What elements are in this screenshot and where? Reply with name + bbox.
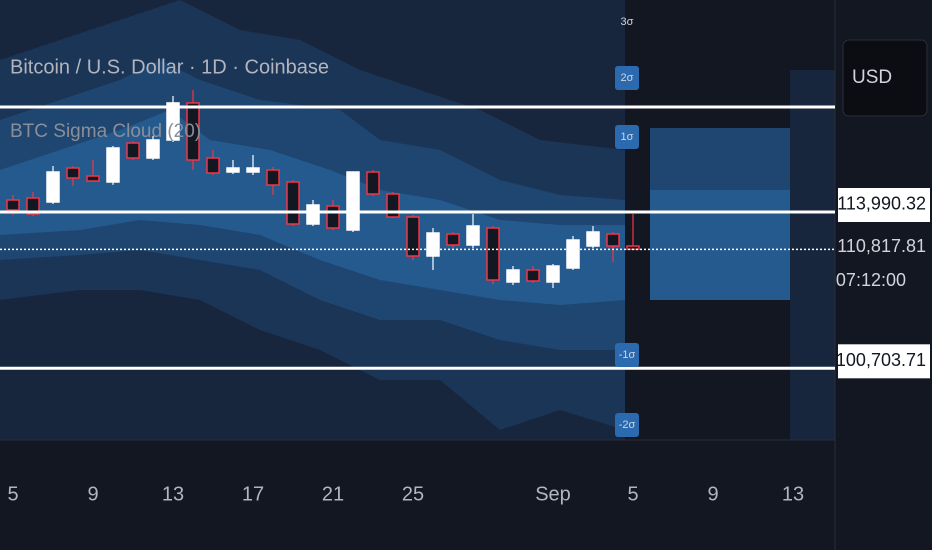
sigma-badge-box — [615, 125, 639, 149]
sigma-badge: 2σ — [615, 66, 639, 90]
candle-body — [126, 142, 140, 159]
x-tick-label: 13 — [162, 483, 184, 505]
x-tick-label: 9 — [87, 483, 98, 505]
sigma-label: 2σ — [621, 72, 634, 84]
candle-body — [526, 269, 540, 282]
x-tick-label: 5 — [7, 483, 18, 505]
candle-body — [386, 193, 400, 218]
candle-body — [446, 233, 460, 246]
candle-body — [546, 265, 560, 283]
x-tick-label: 13 — [782, 483, 804, 505]
price-label: 100,703.71 — [836, 350, 926, 370]
sigma-badge: 1σ — [615, 125, 639, 149]
candle-body — [586, 231, 600, 247]
x-tick-label: 9 — [707, 483, 718, 505]
candle-body — [306, 204, 320, 225]
candle-body — [86, 175, 100, 182]
candle-body — [466, 225, 480, 246]
indicator-name: BTC Sigma Cloud (20) — [10, 121, 201, 142]
candle-body — [426, 232, 440, 257]
candle-body — [566, 239, 580, 269]
candle-body — [226, 167, 240, 173]
candle-body — [346, 171, 360, 231]
sigma-badge: -1σ — [615, 343, 639, 367]
candle-body — [46, 171, 60, 203]
candle-body — [406, 216, 420, 257]
candle-body — [286, 181, 300, 225]
x-tick-label: 21 — [322, 483, 344, 505]
sigma-badge-box — [615, 413, 639, 437]
current-price-box — [838, 229, 930, 300]
candle-body — [106, 147, 120, 183]
candle-body — [246, 167, 260, 173]
currency-label[interactable]: USD — [852, 67, 892, 88]
countdown: 07:12:00 — [836, 270, 906, 290]
x-tick-label: 25 — [402, 483, 424, 505]
sigma-badge: -2σ — [615, 413, 639, 437]
currency-button[interactable] — [842, 39, 928, 117]
candle-body — [166, 102, 180, 141]
x-tick-label: 5 — [627, 483, 638, 505]
price-label: 113,990.32 — [837, 194, 926, 214]
candle-body — [326, 205, 340, 229]
sigma-label: -2σ — [619, 419, 636, 431]
candle-body — [146, 139, 160, 159]
candle-body — [66, 167, 80, 179]
sigma-label: 3σ — [621, 16, 634, 28]
sigma-label: -1σ — [619, 349, 636, 361]
sigma-badge-box — [615, 66, 639, 90]
candle-body — [486, 227, 500, 281]
price-label-box — [838, 187, 930, 222]
candle-body — [26, 197, 40, 215]
candle-body — [6, 199, 20, 211]
chart-title: Bitcoin / U.S. Dollar · 1D · Coinbase — [10, 56, 329, 78]
candle-body — [606, 233, 620, 247]
candle-body — [506, 269, 520, 283]
sigma-label: 1σ — [621, 131, 634, 143]
candle-body — [186, 102, 200, 161]
x-tick-label: 17 — [242, 483, 264, 505]
candle-body — [366, 171, 380, 195]
current-price-label: 110,817.81 — [837, 236, 926, 256]
candle-body — [206, 157, 220, 174]
x-tick-label: Sep — [535, 483, 571, 505]
sigma-badge-box — [615, 343, 639, 367]
candle-body — [266, 169, 280, 186]
price-label-box — [838, 344, 930, 379]
